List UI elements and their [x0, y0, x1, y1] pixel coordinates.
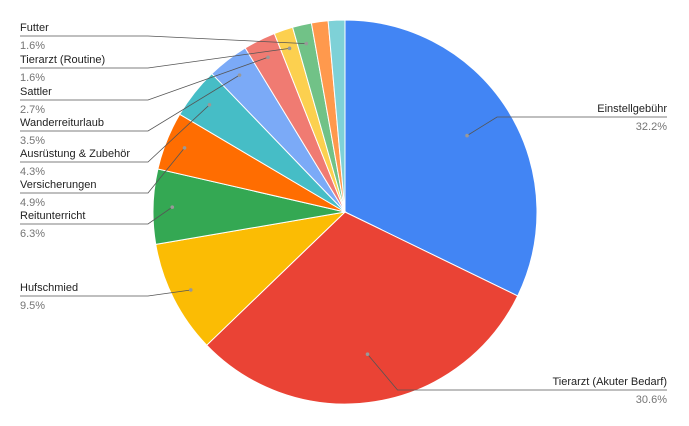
slice-label: Ausrüstung & Zubehör	[20, 148, 130, 160]
slice-value-label: 4.9%	[20, 197, 45, 209]
pie-slice	[155, 211, 347, 346]
slice-value-label: 1.6%	[20, 40, 45, 52]
slice-value-label: 1.6%	[20, 72, 45, 84]
slice-label: Wanderreiturlaub	[20, 117, 104, 129]
slice-value-label: 2.7%	[20, 104, 45, 116]
leader-line	[20, 47, 290, 69]
leader-dot	[287, 46, 292, 51]
leader-line	[20, 35, 307, 45]
slice-value-label: 6.3%	[20, 228, 45, 240]
leader-line	[20, 206, 173, 225]
slice-label: Futter	[20, 22, 49, 34]
slice-value-label: 30.6%	[636, 394, 667, 406]
leader-dot	[266, 55, 270, 60]
leader-line	[20, 104, 210, 163]
leader-line	[20, 147, 185, 194]
slice-value-label: 4.3%	[20, 166, 45, 178]
leader-dot	[207, 103, 212, 107]
slice-label: Einstellgebühr	[597, 103, 667, 115]
leader-line	[466, 116, 667, 136]
leader-dot	[465, 133, 469, 138]
leader-dot	[182, 146, 187, 150]
slice-label: Reitunterricht	[20, 210, 85, 222]
slice-label: Versicherungen	[20, 179, 96, 191]
leader-line	[367, 353, 667, 391]
slice-label: Tierarzt (Routine)	[20, 54, 105, 66]
slice-value-label: 3.5%	[20, 135, 45, 147]
leader-line	[20, 56, 269, 101]
leader-dot	[188, 288, 193, 292]
leader-dot	[170, 205, 175, 209]
pie-slice	[327, 19, 346, 213]
slice-label: Tierarzt (Akuter Bedarf)	[552, 376, 667, 388]
pie-slice	[344, 19, 538, 297]
leader-line	[20, 289, 191, 297]
slice-value-label: 32.2%	[636, 121, 667, 133]
leader-dot	[365, 352, 370, 357]
slice-label: Hufschmied	[20, 282, 78, 294]
slice-label: Sattler	[20, 86, 52, 98]
pie-slice	[205, 211, 519, 405]
slice-value-label: 9.5%	[20, 300, 45, 312]
leader-dot	[304, 41, 309, 46]
leader-dot	[237, 73, 242, 77]
leader-line	[20, 74, 240, 132]
